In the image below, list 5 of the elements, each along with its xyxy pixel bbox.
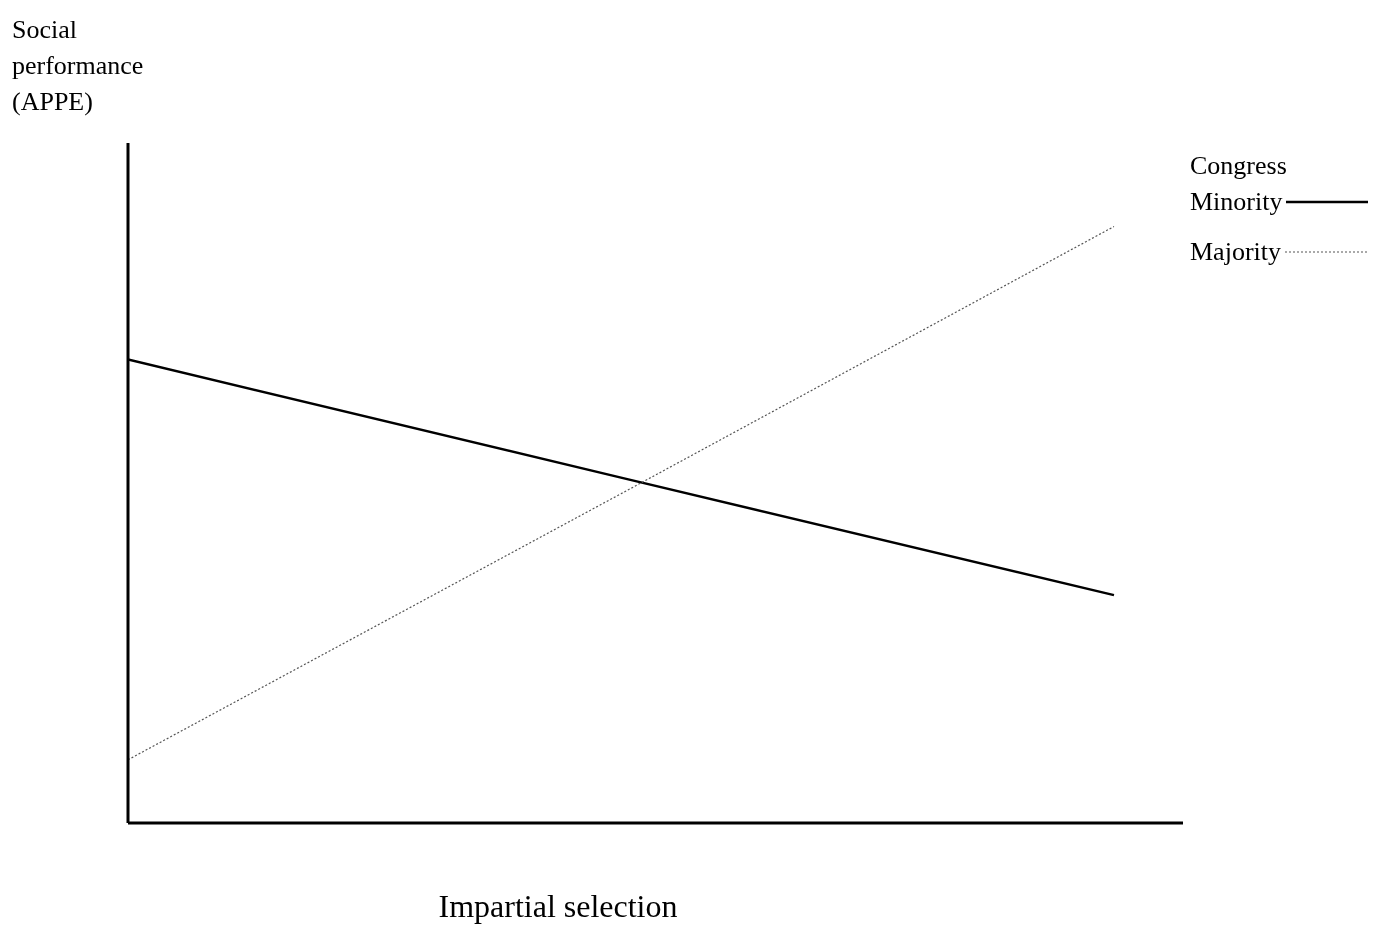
legend-label: Minority <box>1190 186 1283 218</box>
y-axis-title: Social performance (APPE) <box>12 14 145 118</box>
x-axis-title: Impartial selection <box>437 888 679 925</box>
legend-label: Majority <box>1190 236 1281 268</box>
legend-title: Congress <box>1190 150 1288 182</box>
